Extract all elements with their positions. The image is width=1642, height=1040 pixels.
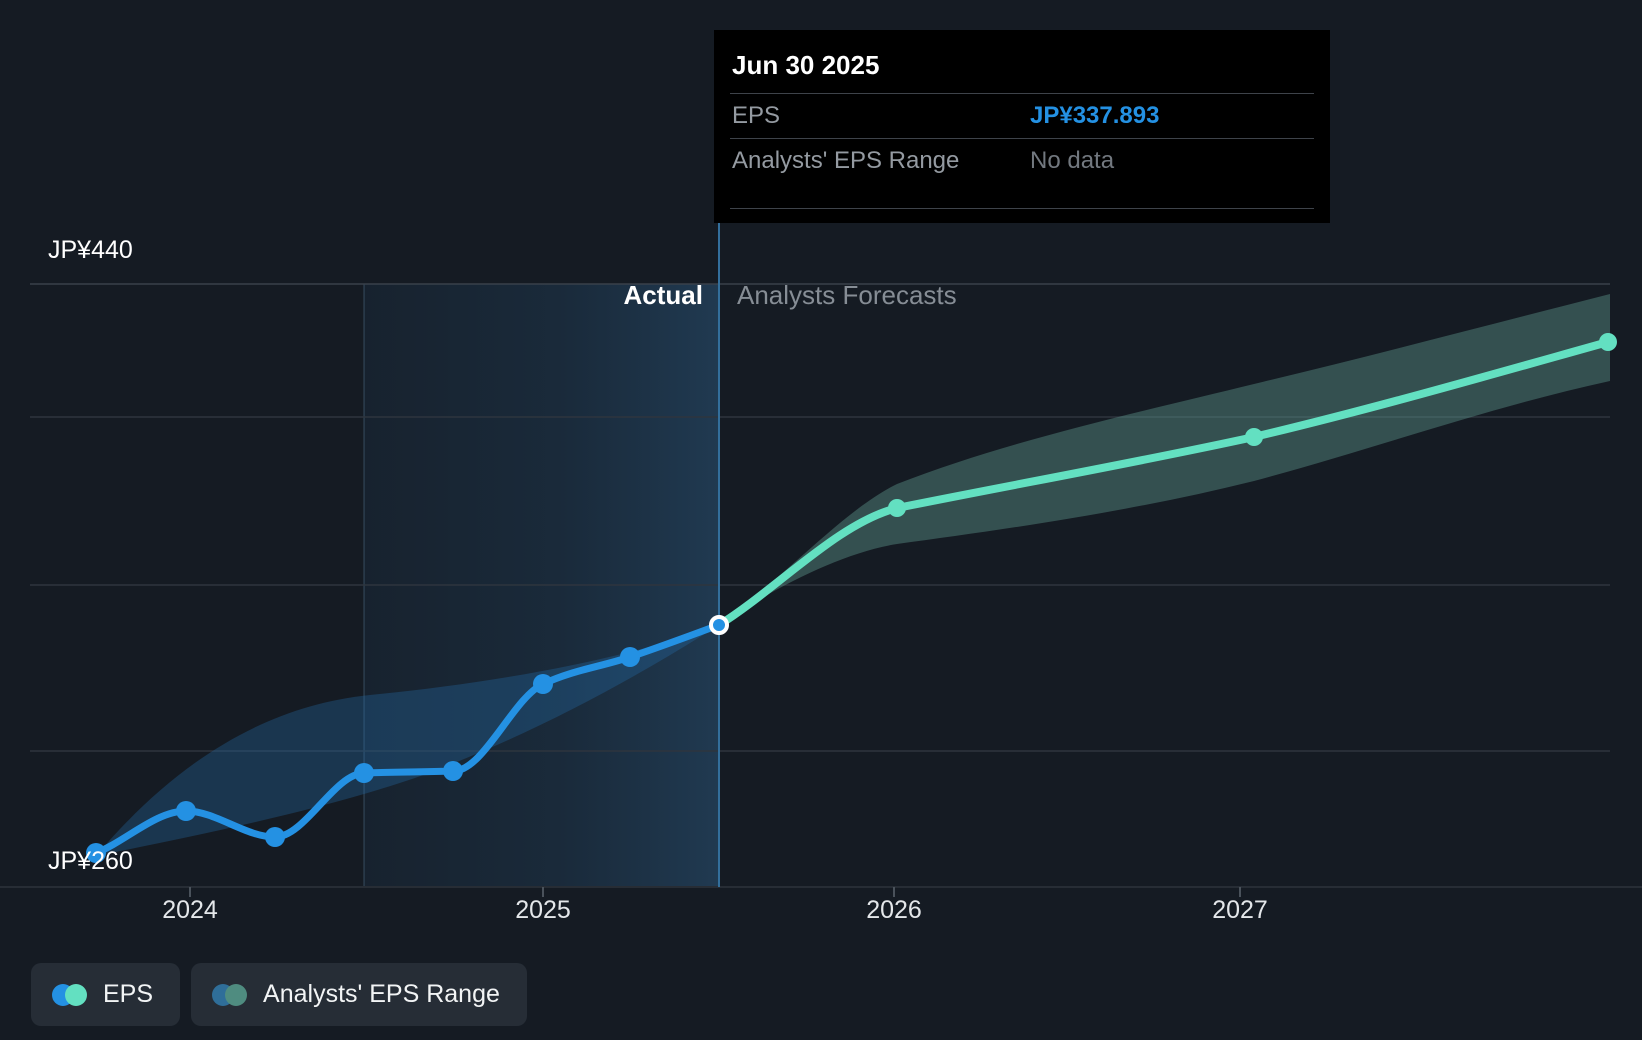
chart-tooltip: Jun 30 2025 EPS JP¥337.893 Analysts' EPS…	[714, 30, 1330, 223]
data-point-actual-2024q4[interactable]	[533, 674, 553, 694]
data-point-actual-2025q1[interactable]	[620, 647, 640, 667]
data-point-forecast-2027[interactable]	[1599, 333, 1617, 351]
x-axis-label-2027: 2027	[1212, 896, 1268, 924]
hover-point[interactable]	[709, 615, 729, 635]
chart-legend: EPS Analysts' EPS Range	[31, 963, 527, 1026]
x-axis-label-2025: 2025	[515, 896, 571, 924]
x-axis-label-2024: 2024	[162, 896, 218, 924]
eps-series-color-dots-icon	[52, 983, 88, 1007]
tooltip-range-label: Analysts' EPS Range	[732, 147, 960, 174]
data-point-forecast-2025[interactable]	[888, 499, 906, 517]
forecast-zone-label: Analysts Forecasts	[737, 280, 957, 310]
y-axis-label-bottom: JP¥260	[48, 847, 133, 875]
tooltip-range-value: No data	[1030, 147, 1115, 174]
tooltip-eps-value: JP¥337.893	[1030, 102, 1160, 129]
actual-zone-label: Actual	[624, 280, 703, 310]
y-axis-label-top: JP¥440	[48, 236, 133, 264]
legend-item-eps[interactable]: EPS	[31, 963, 181, 1026]
tooltip-row-eps: EPS JP¥337.893	[730, 93, 1314, 138]
data-point-actual-2024q3[interactable]	[443, 761, 463, 781]
legend-eps-label: EPS	[103, 980, 154, 1008]
tooltip-footer-divider	[730, 208, 1314, 209]
range-series-color-dots-icon	[212, 983, 248, 1007]
data-point-forecast-2026[interactable]	[1245, 428, 1263, 446]
x-axis-label-2026: 2026	[866, 896, 922, 924]
data-point-actual-2023q4[interactable]	[176, 801, 196, 821]
eps-forecast-line[interactable]	[715, 338, 1612, 629]
tooltip-date: Jun 30 2025	[732, 50, 880, 80]
historical-band	[96, 625, 719, 856]
data-point-actual-2024q2[interactable]	[354, 763, 374, 783]
tooltip-row-range: Analysts' EPS Range No data	[730, 138, 1314, 183]
tooltip-eps-label: EPS	[732, 102, 781, 129]
data-point-actual-2023q3[interactable]	[86, 843, 106, 863]
legend-item-analysts-eps-range[interactable]: Analysts' EPS Range	[191, 963, 527, 1026]
data-point-actual-2024q1[interactable]	[265, 827, 285, 847]
legend-range-label: Analysts' EPS Range	[263, 980, 500, 1008]
